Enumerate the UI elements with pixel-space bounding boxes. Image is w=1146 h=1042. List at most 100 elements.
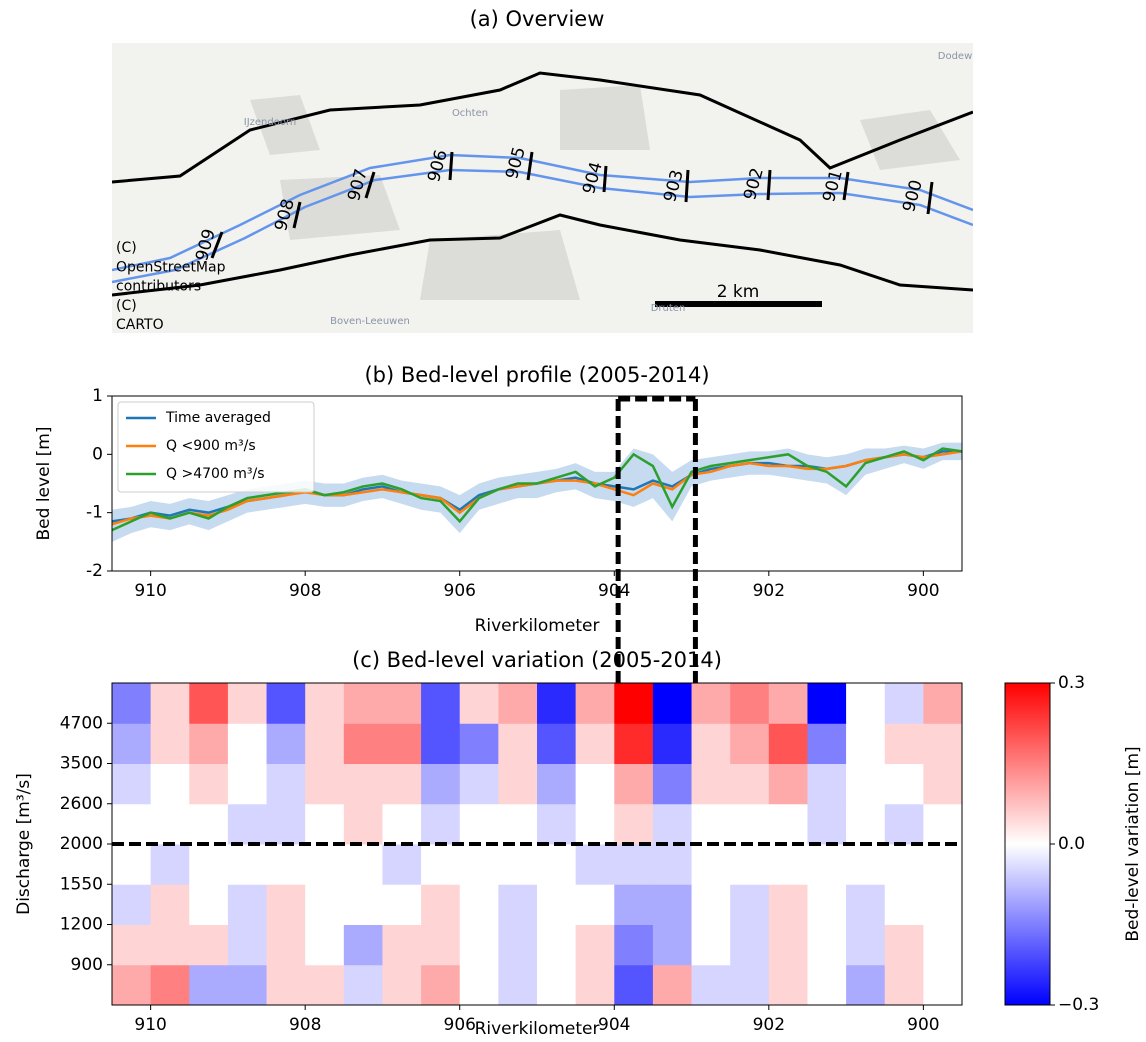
heat-cell — [537, 723, 577, 764]
heat-cell — [614, 683, 654, 724]
km-marker — [210, 231, 224, 259]
heat-cell — [498, 803, 538, 845]
heat-cell — [575, 803, 615, 845]
heat-cell — [382, 683, 422, 724]
heat-cell — [537, 924, 577, 966]
heat-cell — [266, 924, 306, 966]
km-marker — [448, 151, 454, 181]
heat-cell — [343, 683, 383, 724]
heat-cell — [884, 924, 924, 966]
heat-cell — [305, 884, 345, 925]
heat-cell — [305, 964, 345, 1006]
heat-cell — [768, 763, 808, 805]
colorbar-tick-label: −0.3 — [1058, 995, 1099, 1015]
heat-cell — [691, 884, 731, 925]
heat-cell — [459, 683, 499, 724]
heat-cell — [923, 683, 963, 724]
heat-cell — [266, 763, 306, 805]
heat-cell — [846, 683, 886, 724]
x-tick-label: 910 — [134, 1015, 166, 1035]
dike-line — [112, 71, 973, 184]
heat-cell — [768, 964, 808, 1006]
colorbar-tick-label: 0.3 — [1058, 673, 1085, 693]
heat-cell — [807, 924, 847, 966]
heat-cell — [691, 723, 731, 764]
heat-cell — [266, 964, 306, 1006]
heat-cell — [884, 683, 924, 724]
heat-cell — [807, 844, 847, 885]
attribution: (C) — [116, 240, 137, 256]
heat-cell — [846, 763, 886, 805]
heat-cell — [691, 964, 731, 1006]
heat-cell — [112, 844, 152, 885]
heat-cell — [112, 964, 152, 1006]
heat-cell — [498, 964, 538, 1006]
place-label: Ochten — [452, 108, 488, 119]
attribution: OpenStreetMap — [116, 259, 226, 275]
heat-cell — [652, 683, 693, 724]
heat-cell — [382, 884, 422, 925]
heat-cell — [730, 763, 770, 805]
range-band — [112, 442, 962, 542]
heat-cell — [730, 723, 770, 764]
place-label: IJzendoorn — [244, 117, 297, 128]
heat-cell — [382, 763, 422, 805]
y-tick-label: 1550 — [60, 874, 103, 894]
heat-cell — [343, 723, 383, 764]
heat-cell — [923, 964, 963, 1006]
heat-cell — [459, 803, 499, 845]
km-marker — [526, 151, 534, 181]
heat-cell — [227, 844, 268, 885]
heat-cell — [189, 924, 229, 966]
x-tick-label: 904 — [598, 581, 630, 601]
heat-cell — [498, 884, 538, 925]
x-tick-label: 910 — [134, 581, 166, 601]
heat-cell — [691, 683, 731, 724]
heat-cell — [846, 924, 886, 966]
heat-cell — [691, 763, 731, 805]
heat-cell — [614, 844, 654, 885]
heat-cell — [691, 844, 731, 885]
heat-cell — [652, 723, 693, 764]
heat-cell — [498, 683, 538, 724]
heat-cell — [459, 844, 499, 885]
heat-cell — [498, 763, 538, 805]
attribution: CARTO — [116, 317, 164, 333]
heat-cell — [150, 844, 190, 885]
heat-cell — [537, 763, 577, 805]
x-axis-label: Riverkilometer — [475, 616, 600, 636]
heat-cell — [575, 723, 615, 764]
heat-cell — [150, 924, 190, 966]
heat-cell — [459, 964, 499, 1006]
heat-cell — [614, 884, 654, 925]
heat-cell — [227, 803, 268, 845]
heat-cell — [923, 723, 963, 764]
km-marker — [602, 165, 608, 193]
y-tick-label: -2 — [86, 561, 103, 581]
heat-cell — [227, 683, 268, 724]
heat-cell — [382, 964, 422, 1006]
y-tick-label: 1 — [92, 386, 103, 406]
heat-cell — [614, 723, 654, 764]
heat-cell — [768, 924, 808, 966]
km-marker — [842, 171, 850, 201]
attribution: contributors — [116, 279, 201, 295]
heat-cell — [343, 763, 383, 805]
heat-cell — [305, 763, 345, 805]
heat-cell — [459, 884, 499, 925]
heat-cell — [768, 884, 808, 925]
y-tick-label: 0 — [92, 444, 103, 464]
heat-cell — [421, 723, 461, 764]
heat-cell — [846, 723, 886, 764]
heat-cell — [652, 803, 693, 845]
heat-cell — [189, 723, 229, 764]
x-tick-label: 900 — [907, 581, 939, 601]
dike-line — [112, 213, 973, 297]
y-tick-label: 1200 — [60, 915, 103, 935]
heat-cell — [614, 803, 654, 845]
heat-cell — [189, 964, 229, 1006]
heat-cell — [227, 763, 268, 805]
heat-cell — [227, 723, 268, 764]
heat-cell — [768, 844, 808, 885]
place-label: Dodew — [938, 51, 973, 62]
